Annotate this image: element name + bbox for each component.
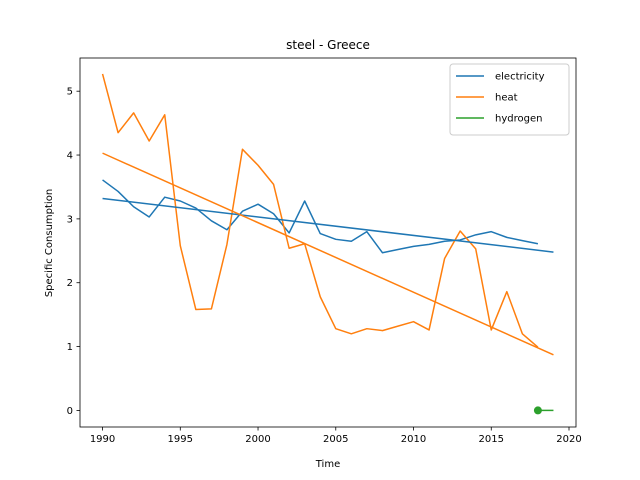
y-axis-label: Specific Consumption [44, 189, 55, 297]
plot-area: 1990 1995 2000 2005 2010 2015 2020 0 1 2 3 4 5 [67, 57, 582, 445]
y-tick-label-2: 2 [67, 278, 73, 289]
x-tick-label-2005: 2005 [323, 434, 348, 445]
x-tick-label-2020: 2020 [556, 434, 581, 445]
trend-line-heat [102, 152, 554, 356]
series-marker-hydrogen [533, 406, 542, 415]
series-line-heat [101, 73, 539, 348]
x-axis-label: Time [315, 459, 340, 470]
y-tick-label-1: 1 [67, 342, 73, 353]
legend-label-heat: heat [495, 93, 518, 104]
x-tick-label-2010: 2010 [401, 434, 426, 445]
x-tick-label-1995: 1995 [168, 434, 193, 445]
legend-label-electricity: electricity [495, 72, 545, 83]
legend-label-hydrogen: hydrogen [495, 114, 542, 125]
chart-title: steel - Greece [286, 38, 370, 52]
trend-line-electricity [102, 197, 554, 253]
y-tick-label-0: 0 [67, 406, 73, 417]
x-tick-label-2015: 2015 [479, 434, 504, 445]
x-tick-label-1990: 1990 [90, 434, 115, 445]
y-tick-label-5: 5 [67, 87, 73, 98]
y-tick-label-4: 4 [67, 151, 73, 162]
legend: electricity heat hydrogen [449, 63, 570, 136]
x-tick-label-2000: 2000 [245, 434, 270, 445]
y-tick-label-3: 3 [67, 214, 73, 225]
axes-frame [79, 57, 577, 428]
